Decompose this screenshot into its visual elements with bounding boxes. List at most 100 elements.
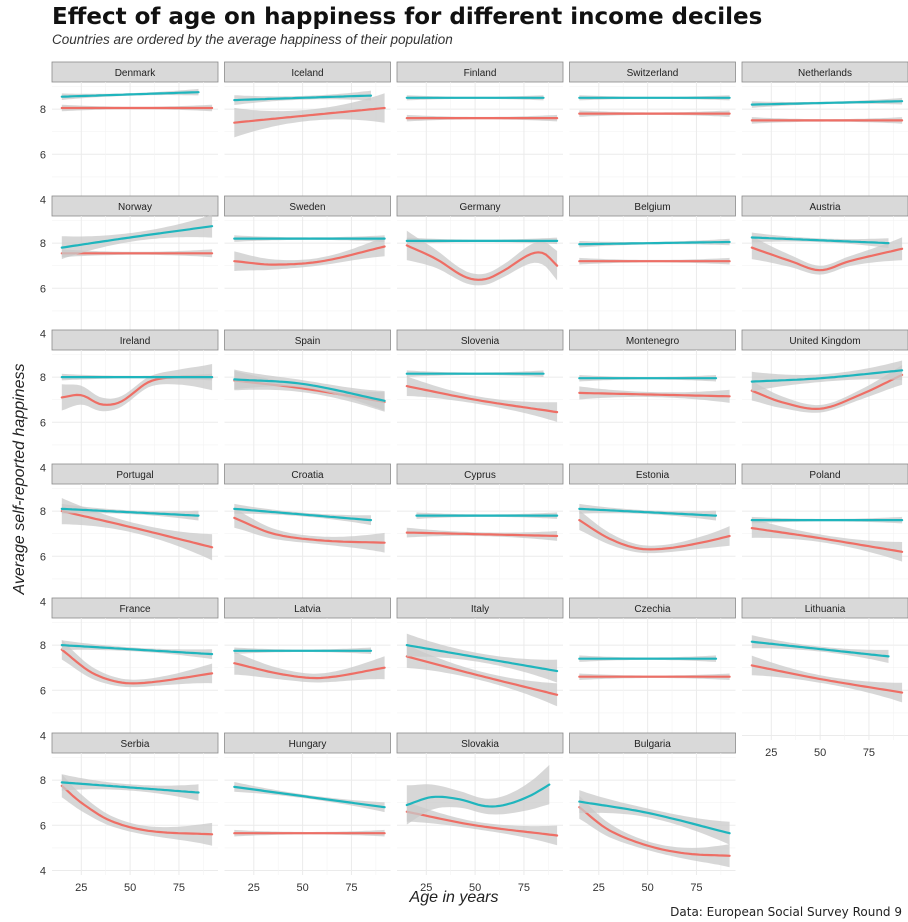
low-income-confidence-band [61,774,213,846]
low-income-trend-line [578,391,731,398]
facet-strip [396,329,564,351]
facet-strip [569,732,736,754]
low-income-confidence-band [406,801,558,846]
facet-panel: Switzerland [569,61,736,204]
facet-panel: Serbia 4 6 8 25 50 75 [40,732,219,894]
facet-label: Germany [459,202,500,213]
facet-panel: Finland [396,61,564,204]
facet-label: Czechia [634,604,671,615]
facet-strip [224,61,391,83]
facet-label: Iceland [291,68,323,79]
low-income-trend-line [750,373,904,411]
high-income-trend-line [233,507,373,522]
high-income-trend-line [60,644,214,656]
x-tick-label: 75 [345,882,357,894]
facet-strip [569,61,736,83]
facet-strip [51,597,219,619]
facet-strip [51,463,219,485]
facet-strip [224,195,391,217]
x-tick-label: 50 [124,882,136,894]
y-tick-label: 8 [40,238,46,250]
facet-strip [224,329,391,351]
data-source-caption: Data: European Social Survey Round 9 [670,905,902,919]
facet-strip [224,463,391,485]
high-income-trend-line [578,800,731,835]
high-income-confidence-band [234,369,385,411]
chart-subtitle: Countries are ordered by the average hap… [52,32,453,47]
x-tick-label: 25 [593,882,605,894]
facet-panel: Belgium [569,195,736,338]
facet-label: Slovenia [461,336,500,347]
y-tick-label: 6 [40,283,46,295]
high-income-trend-line [60,225,214,249]
high-income-trend-line [233,785,386,809]
facet-strip [569,329,736,351]
high-income-trend-line [233,94,373,102]
facet-panel: Germany [396,195,564,338]
facet-strip [396,463,564,485]
facet-label: Serbia [121,739,150,750]
low-income-trend-line [405,531,559,538]
facet-panel: Spain [224,329,391,472]
high-income-confidence-band [406,765,550,825]
facet-label: Croatia [291,470,324,481]
low-income-confidence-band [406,230,558,286]
y-tick-label: 8 [40,104,46,116]
y-tick-label: 4 [40,865,46,877]
facet-strip [741,597,908,619]
facet-panel: Estonia [569,463,736,606]
facet-label: Spain [295,336,321,347]
x-tick-label: 50 [814,747,826,759]
low-income-confidence-band [751,365,903,413]
y-tick-label: 6 [40,417,46,429]
facet-label: Belgium [634,202,670,213]
facet-label: Italy [471,604,489,615]
facet-panel: Denmark 4 6 8 [40,61,219,206]
low-income-trend-line [405,385,559,414]
low-income-trend-line [405,655,559,696]
low-income-confidence-band [751,236,903,275]
facet-strip [741,329,908,351]
facet-label: Norway [118,202,152,213]
high-income-trend-line [578,240,731,246]
facet-strip [396,195,564,217]
facet-panel: Latvia [224,597,391,740]
y-tick-label: 4 [40,730,46,742]
low-income-confidence-band [751,655,903,703]
facet-panel: Croatia [224,463,391,606]
facet-strip [396,61,564,83]
x-tick-label: 50 [296,882,308,894]
low-income-trend-line [233,662,386,680]
facet-panel: Austria [741,195,908,338]
facet-label: Portugal [116,470,153,481]
facet-label: Hungary [289,739,327,750]
facet-panel: Montenegro [569,329,736,472]
y-tick-label: 8 [40,506,46,518]
facet-panel: Hungary 25 50 75 [224,732,391,894]
facet-label: Switzerland [627,68,679,79]
facet-panel: Bulgaria 25 50 75 [569,732,736,894]
facet-label: Sweden [289,202,325,213]
facet-label: Cyprus [464,470,496,481]
low-income-confidence-band [61,364,213,412]
facet-strip [741,195,908,217]
low-income-trend-line [750,246,904,272]
facet-panel: Slovakia 25 50 75 [396,732,564,894]
high-income-trend-line [750,100,904,106]
facet-strip [224,597,391,619]
high-income-trend-line [60,507,200,517]
facet-label: Bulgaria [634,739,671,750]
high-income-trend-line [750,369,904,383]
high-income-trend-line [578,507,718,517]
y-tick-label: 6 [40,820,46,832]
facet-strip [51,61,219,83]
low-income-trend-line [233,516,386,544]
facet-label: Denmark [115,68,157,79]
facet-label: Ireland [120,336,151,347]
low-income-confidence-band [579,795,730,868]
facet-panel: Cyprus [396,463,564,606]
low-income-trend-line [60,510,214,549]
facet-label: Lithuania [805,604,846,615]
low-income-trend-line [60,784,214,836]
